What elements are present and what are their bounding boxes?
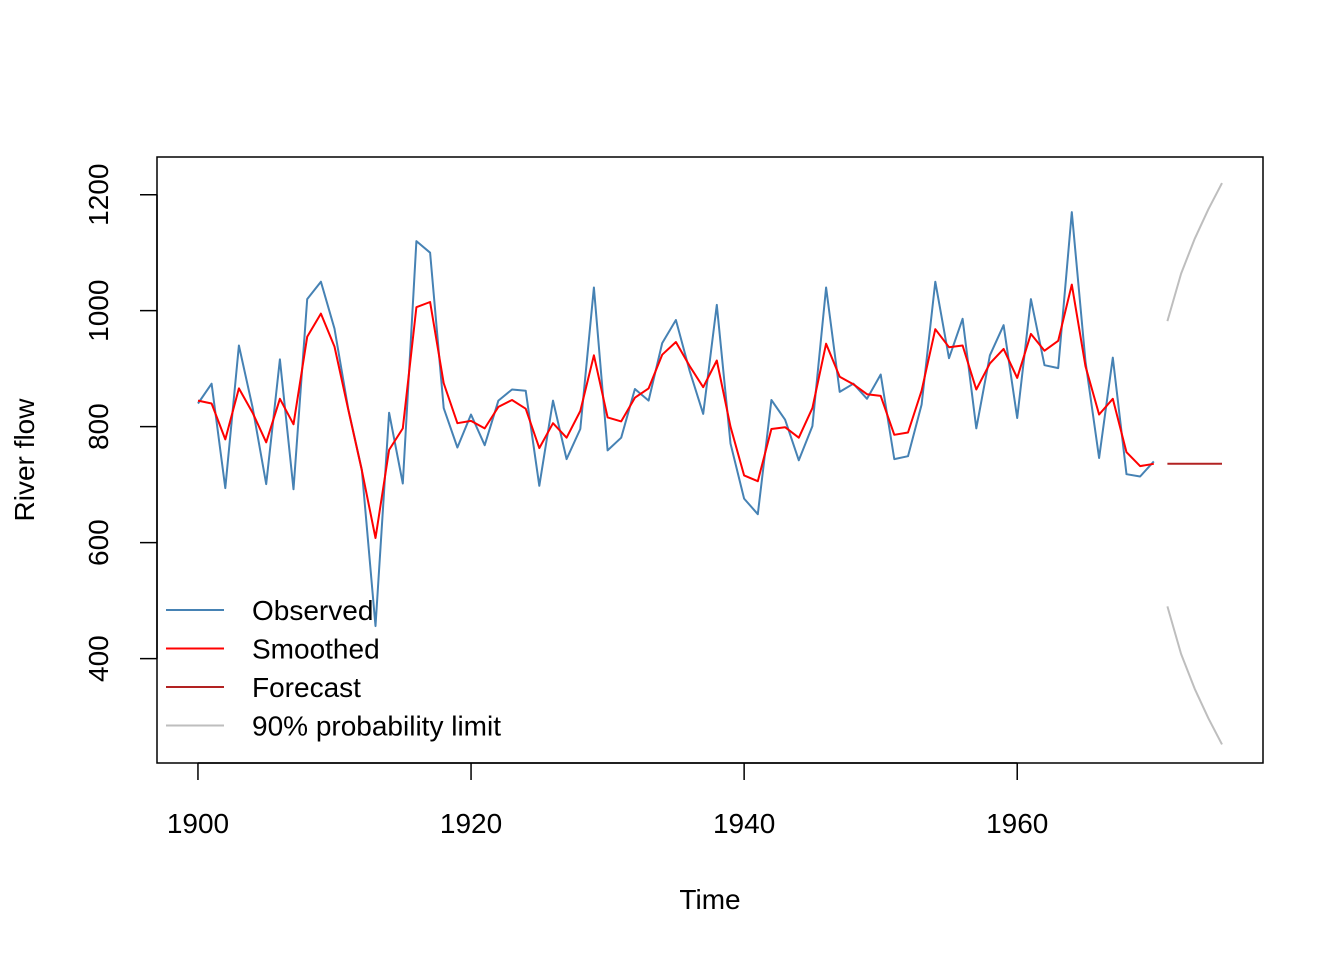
x-tick-label-1920: 1920 [440, 808, 502, 839]
series-line-90-probability-limit-upper [1166, 182, 1223, 322]
x-axis: 1900 1920 1940 1960 [167, 762, 1048, 839]
series-layer [197, 182, 1223, 745]
y-tick-label-600: 600 [83, 519, 114, 566]
y-tick-label-1200: 1200 [83, 164, 114, 226]
x-axis-title: Time [679, 884, 740, 915]
y-tick-label-1000: 1000 [83, 280, 114, 342]
x-tick-label-1960: 1960 [986, 808, 1048, 839]
x-tick-label-1940: 1940 [713, 808, 775, 839]
legend-label-smoothed: Smoothed [252, 634, 380, 665]
x-tick-label-1900: 1900 [167, 808, 229, 839]
legend-label-90-probability-limit: 90% probability limit [252, 711, 501, 742]
series-line-observed [197, 211, 1155, 628]
series-line-smoothed [197, 283, 1154, 539]
y-axis-title: River flow [9, 398, 40, 522]
legend-label-observed: Observed [252, 595, 373, 626]
series-line-90-probability-limit-lower [1166, 606, 1223, 745]
legend-label-forecast: Forecast [252, 672, 361, 703]
y-tick-label-400: 400 [83, 635, 114, 682]
legend: Observed Smoothed Forecast 90% probability … [166, 595, 501, 742]
y-axis: 400 600 800 1000 1200 [83, 164, 158, 682]
y-tick-label-800: 800 [83, 403, 114, 450]
